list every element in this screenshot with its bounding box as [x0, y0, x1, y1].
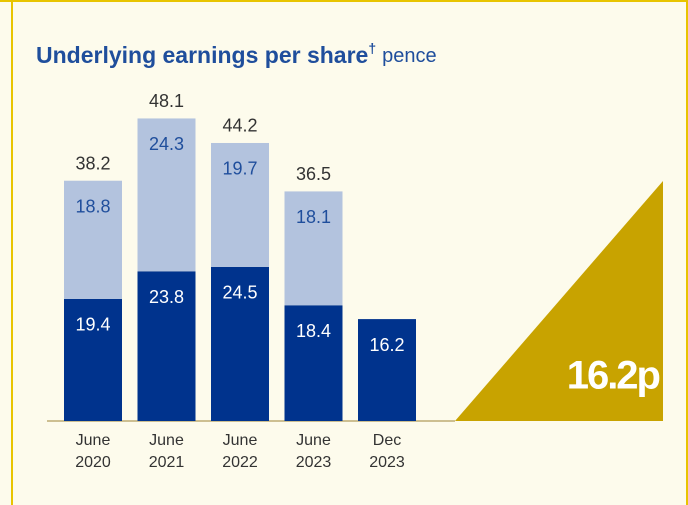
- bar-segment: [284, 305, 343, 421]
- x-tick-label-line: 2022: [222, 454, 258, 471]
- x-tick-label-text: June 2022: [222, 432, 258, 471]
- x-tick-label: June 2023: [296, 432, 332, 471]
- segment-label: 16.2: [369, 335, 404, 355]
- total-label: 48.1: [149, 91, 184, 111]
- segment-label: 18.8: [75, 196, 110, 216]
- x-tick-label: June 2020: [75, 432, 111, 471]
- x-tick-label-line: June: [76, 432, 111, 449]
- bar-segment: [137, 271, 196, 421]
- segment-label: 18.4: [296, 321, 331, 341]
- bar-segment: [137, 118, 196, 272]
- x-tick-label-line: 2021: [149, 454, 185, 471]
- annotation-triangle: [455, 181, 663, 421]
- x-tick-label-line: 2020: [75, 454, 111, 471]
- segment-label: 19.4: [75, 315, 110, 335]
- chart-title: Underlying earnings per share† pence: [36, 40, 437, 68]
- title-text: Underlying earnings per share: [36, 42, 368, 68]
- x-tick-label-line: June: [296, 432, 331, 449]
- total-label: 36.5: [296, 164, 331, 184]
- segment-label: 18.1: [296, 207, 331, 227]
- x-tick-label-line: 2023: [369, 454, 405, 471]
- total-label: 38.2: [75, 153, 110, 173]
- x-tick-label-line: June: [223, 432, 258, 449]
- segment-label: 24.5: [222, 283, 257, 303]
- x-tick-label-text: June 2020: [75, 432, 111, 471]
- title-mark: †: [368, 40, 376, 56]
- x-tick-label-text: Dec 2023: [369, 432, 405, 471]
- bar-segment: [211, 266, 269, 421]
- x-tick-label-line: 2023: [296, 454, 332, 471]
- x-tick-label-line: Dec: [373, 432, 401, 449]
- bar-segment: [358, 319, 416, 421]
- bar-segment: [64, 298, 122, 421]
- x-tick-label: Dec 2023: [369, 432, 405, 471]
- segment-label: 23.8: [149, 287, 184, 307]
- title-unit: pence: [382, 45, 437, 67]
- x-tick-label-line: June: [149, 432, 184, 449]
- segment-label: 24.3: [149, 134, 184, 154]
- bar-segment: [211, 142, 269, 267]
- total-label: 44.2: [222, 116, 257, 136]
- annotation: 16.2p: [567, 354, 660, 398]
- segment-label: 19.7: [222, 159, 257, 179]
- x-tick-label-text: June 2021: [149, 432, 185, 471]
- bar-segment: [64, 180, 122, 299]
- x-tick-label: June 2021: [149, 432, 185, 471]
- x-tick-label-text: June 2023: [296, 432, 332, 471]
- bar-segment: [284, 191, 343, 306]
- x-tick-label: June 2022: [222, 432, 258, 471]
